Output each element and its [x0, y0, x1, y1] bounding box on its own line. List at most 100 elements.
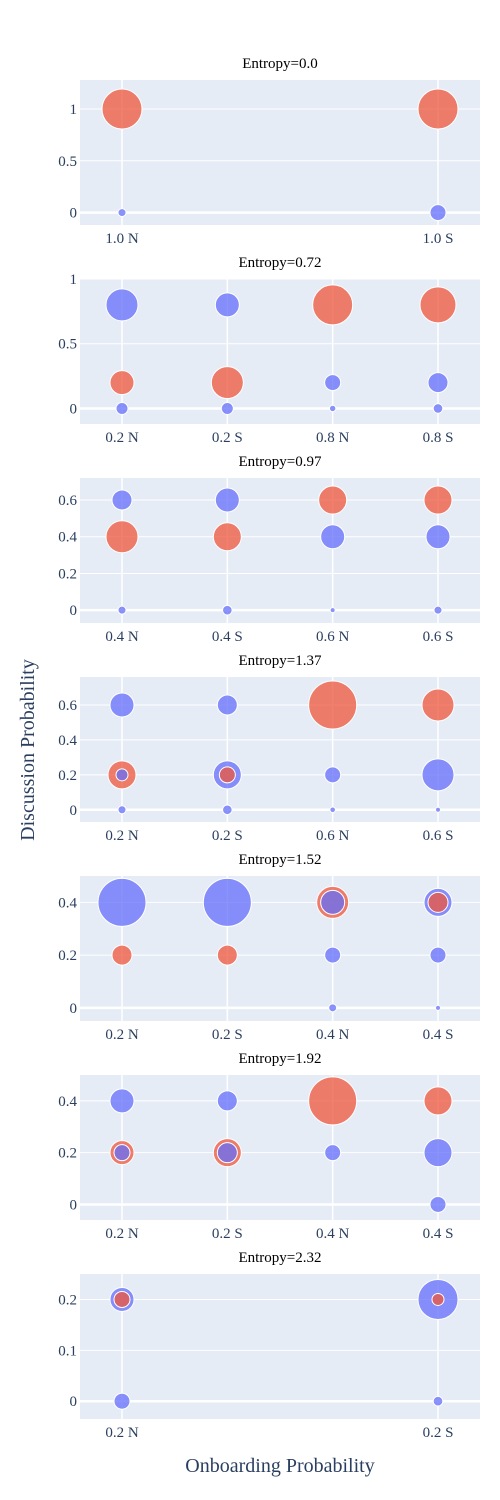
bubble-point [113, 1144, 131, 1162]
subplot-3: 0 0.2 0.4 0.6 0.4 N 0.4 S 0.6 N 0.6 S Entropy=0.… [58, 454, 480, 645]
bubble-point [329, 806, 336, 814]
y-axis-title: Discussion Probability [17, 659, 39, 841]
bubble-point [212, 522, 242, 552]
subplot-6: 0 0.2 0.4 0.2 N 0.2 S 0.4 N 0.4 S Entropy=1.92 [58, 1051, 480, 1242]
x-tick-label: 0.4 S [423, 1226, 454, 1242]
bubble-point [421, 758, 455, 792]
x-tick-label: 0.2 S [212, 828, 243, 844]
bubble-point [105, 520, 139, 554]
bubble-point [220, 401, 234, 415]
bubble-point [113, 1290, 131, 1308]
y-tick-label: 1 [70, 102, 78, 118]
bubble-point [216, 944, 238, 966]
x-tick-label: 0.2 N [105, 1027, 139, 1043]
x-axis-title: Onboarding Probability [185, 1455, 374, 1477]
bubble-point [214, 292, 240, 318]
bubble-point [109, 692, 135, 718]
subplot-title: Entropy=1.37 [238, 653, 322, 669]
subplot-7: 0 0.1 0.2 0.2 N 0.2 S Entropy=2.32 [58, 1250, 480, 1441]
y-tick-label: 0.1 [58, 1343, 77, 1359]
bubble-point [324, 946, 342, 964]
bubble-point [324, 1144, 342, 1162]
subplot-1: 0 0.5 1 1.0 N 1.0 S Entropy=0.0 [58, 56, 480, 247]
x-tick-label: 0.2 S [212, 430, 243, 446]
x-tick-label: 0.4 S [212, 629, 243, 645]
x-tick-label: 0.6 S [423, 629, 454, 645]
x-tick-label: 0.4 S [423, 1027, 454, 1043]
y-tick-label: 0 [70, 1197, 78, 1213]
x-tick-label: 0.2 S [212, 1027, 243, 1043]
y-tick-label: 0.2 [58, 948, 77, 964]
y-tick-label: 0 [70, 206, 78, 222]
plot-area [80, 876, 480, 1021]
bubble-point [432, 403, 444, 414]
y-tick-label: 0.4 [58, 895, 77, 911]
bubble-point [320, 889, 346, 915]
y-tick-label: 0.2 [58, 1292, 77, 1308]
x-tick-label: 0.8 N [316, 430, 350, 446]
bubble-point [216, 694, 238, 716]
bubble-point [425, 524, 451, 550]
bubble-point [328, 1003, 338, 1013]
bubble-point [318, 485, 348, 515]
bubble-point [113, 1392, 131, 1410]
bubble-point [417, 88, 459, 130]
y-tick-label: 0.2 [58, 768, 77, 784]
plot-area [80, 478, 480, 623]
subplot-title: Entropy=0.72 [238, 255, 321, 271]
bubble-point [427, 372, 449, 394]
bubble-point [216, 1090, 238, 1112]
plot-area [80, 1075, 480, 1220]
bubble-point [429, 204, 447, 222]
bubble-point [111, 489, 133, 511]
bubble-point [429, 1195, 447, 1213]
bubble-point [433, 605, 443, 615]
subplot-2: 0 0.5 1 0.2 N 0.2 S 0.8 N 0.8 S Entropy=0.72 [58, 255, 480, 446]
x-tick-label: 0.2 N [105, 828, 139, 844]
bubble-point [427, 891, 449, 913]
bubble-point [109, 1088, 135, 1114]
x-tick-label: 0.2 S [212, 1226, 243, 1242]
subplot-4: 0 0.2 0.4 0.6 0.2 N 0.2 S 0.6 N 0.6 S Entropy=1.… [58, 653, 480, 844]
x-tick-label: 0.8 S [423, 430, 454, 446]
bubble-point [432, 1395, 444, 1407]
bubble-point [308, 1076, 358, 1126]
x-tick-label: 0.2 N [105, 430, 139, 446]
bubble-point [105, 288, 139, 322]
bubble-point [101, 88, 143, 130]
x-tick-label: 1.0 S [423, 231, 454, 247]
y-tick-label: 0 [70, 803, 78, 819]
plot-area [80, 80, 480, 225]
bubble-point [214, 487, 240, 513]
x-tick-label: 0.6 N [316, 828, 350, 844]
bubble-point [421, 688, 455, 722]
bubble-point [312, 284, 354, 326]
x-tick-label: 0.6 S [423, 828, 454, 844]
bubble-point [320, 524, 346, 550]
x-tick-label: 0.4 N [316, 1226, 350, 1242]
bubble-point [429, 946, 447, 964]
bubble-point [329, 607, 336, 614]
plot-area [80, 1274, 480, 1419]
subplot-5: 0 0.2 0.4 0.2 N 0.2 S 0.4 N 0.4 S Entropy=1.52 [58, 852, 480, 1043]
bubble-point [423, 1138, 453, 1168]
bubble-point [222, 604, 233, 616]
y-tick-label: 0 [70, 603, 78, 619]
x-tick-label: 0.2 S [423, 1425, 454, 1441]
x-tick-label: 0.4 N [316, 1027, 350, 1043]
y-tick-label: 1 [70, 272, 78, 288]
subplot-title: Entropy=0.97 [238, 454, 322, 470]
subplot-title: Entropy=1.92 [238, 1051, 321, 1067]
y-tick-label: 0.6 [58, 493, 77, 509]
y-tick-label: 0.2 [58, 566, 77, 582]
y-tick-label: 0.6 [58, 698, 77, 714]
bubble-point [117, 605, 127, 615]
subplot-title: Entropy=0.0 [242, 56, 318, 72]
bubble-point [435, 1004, 441, 1011]
y-tick-label: 0.5 [58, 337, 77, 353]
bubble-point [435, 806, 441, 813]
bubble-point [115, 401, 129, 415]
bubble-point [117, 805, 127, 815]
y-tick-label: 0.5 [58, 154, 77, 170]
